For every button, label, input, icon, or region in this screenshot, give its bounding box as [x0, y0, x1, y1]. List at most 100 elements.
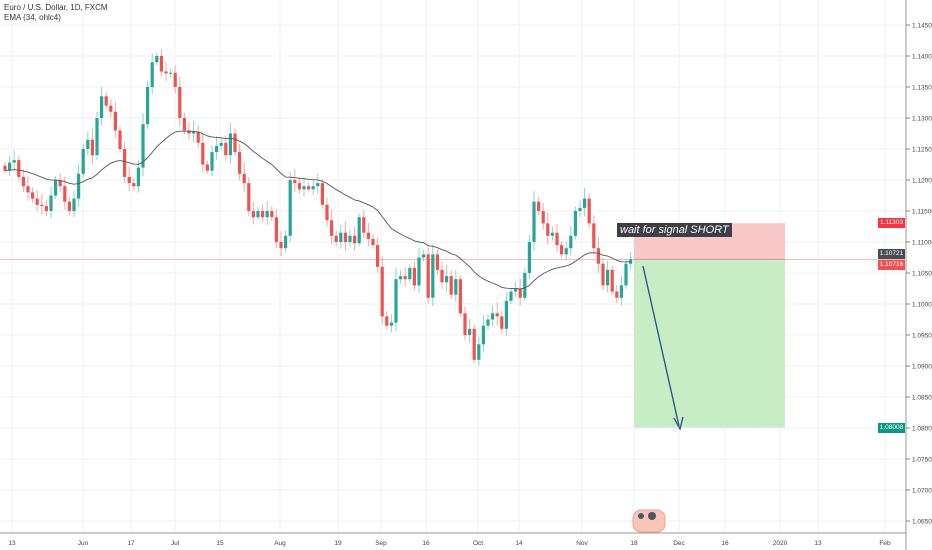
candle-body: [468, 328, 472, 335]
candle-body: [514, 288, 518, 292]
candle-body: [325, 204, 329, 221]
candle-body: [95, 118, 99, 156]
candle-body: [279, 242, 283, 249]
candle: [431, 243, 435, 307]
candle-body: [77, 173, 81, 199]
candle: [274, 209, 278, 248]
candle-body: [17, 160, 21, 177]
candle-body: [155, 56, 159, 63]
candle: [371, 234, 375, 249]
candle: [491, 305, 495, 327]
y-tick-label: 1.12000: [912, 178, 932, 185]
candle: [49, 186, 53, 219]
candle: [481, 315, 485, 353]
candle-body: [118, 130, 122, 149]
candle: [224, 135, 228, 162]
candle: [178, 76, 182, 127]
candle: [509, 287, 513, 304]
candle-body: [426, 254, 430, 298]
candle-body: [389, 322, 393, 326]
x-tick-label: 19: [334, 540, 342, 547]
candle-body: [297, 183, 301, 190]
candle: [527, 234, 531, 279]
candle-body: [288, 180, 292, 236]
candle: [541, 202, 545, 230]
y-tick-label: 1.07000: [912, 488, 932, 495]
candle: [302, 177, 306, 197]
candle-body: [454, 279, 458, 295]
candle-body: [371, 238, 375, 246]
candle-body: [564, 248, 568, 255]
y-tick-label: 1.06500: [912, 519, 932, 526]
candle-body: [86, 139, 90, 149]
candle: [532, 191, 536, 251]
candle-body: [380, 266, 384, 317]
candle-body: [596, 248, 600, 264]
symbol-title[interactable]: Euro / U.S. Dollar, 1D, FXCM: [4, 3, 108, 12]
candle: [463, 306, 467, 341]
candle-body: [35, 198, 39, 205]
candle: [376, 237, 380, 273]
candle-body: [477, 344, 481, 360]
candle-body: [141, 124, 145, 168]
candle-body: [12, 160, 16, 163]
candle: [201, 133, 205, 172]
candle: [205, 160, 209, 174]
candle-body: [187, 130, 191, 134]
candle-body: [560, 245, 564, 255]
candle-body: [357, 217, 361, 244]
candle: [150, 53, 154, 95]
candle-body: [215, 145, 219, 153]
x-tick-label: 16: [422, 540, 430, 547]
candle: [100, 87, 104, 126]
candle: [385, 311, 389, 330]
candle-body: [339, 232, 343, 242]
candle-body: [592, 223, 596, 249]
candle-body: [555, 232, 559, 246]
candle: [173, 65, 177, 93]
candle-body: [178, 87, 182, 118]
candle: [284, 230, 288, 253]
logo-badge: [632, 509, 666, 533]
indicator-label[interactable]: EMA (34, ohlc4): [4, 13, 61, 22]
y-tick-label: 1.08000: [912, 426, 932, 433]
candle: [486, 314, 490, 330]
candle-body: [40, 204, 44, 207]
candle-body: [445, 276, 449, 283]
candle: [504, 291, 508, 336]
annotation-note[interactable]: wait for signal SHORT: [617, 223, 732, 237]
candle-body: [261, 211, 265, 218]
candle: [408, 264, 412, 283]
candle-body: [109, 105, 113, 112]
candle-body: [408, 268, 412, 280]
candle-body: [67, 201, 71, 211]
candle: [583, 188, 587, 217]
candle: [518, 278, 522, 306]
candle-body: [399, 276, 403, 280]
candle-body: [21, 176, 25, 187]
candle: [26, 175, 30, 201]
candle: [17, 155, 21, 181]
candle-body: [486, 319, 490, 326]
candle: [297, 177, 301, 195]
x-tick-label: Sep: [375, 540, 387, 547]
candle: [238, 143, 242, 181]
candle: [564, 241, 568, 260]
candle: [601, 257, 605, 291]
candle-body: [81, 149, 85, 174]
candle-body: [242, 173, 246, 184]
candle-body: [435, 254, 439, 270]
candle-body: [219, 142, 223, 146]
candle: [596, 237, 600, 273]
candle-body: [606, 269, 610, 286]
candle-body: [90, 139, 94, 156]
candle: [610, 266, 614, 295]
x-tick-label: Jul: [171, 540, 180, 547]
candle: [132, 177, 136, 191]
y-tick-label: 1.11500: [912, 209, 932, 216]
candle: [196, 125, 200, 148]
candle: [169, 68, 173, 77]
candle-body: [343, 232, 347, 242]
candle: [109, 98, 113, 118]
